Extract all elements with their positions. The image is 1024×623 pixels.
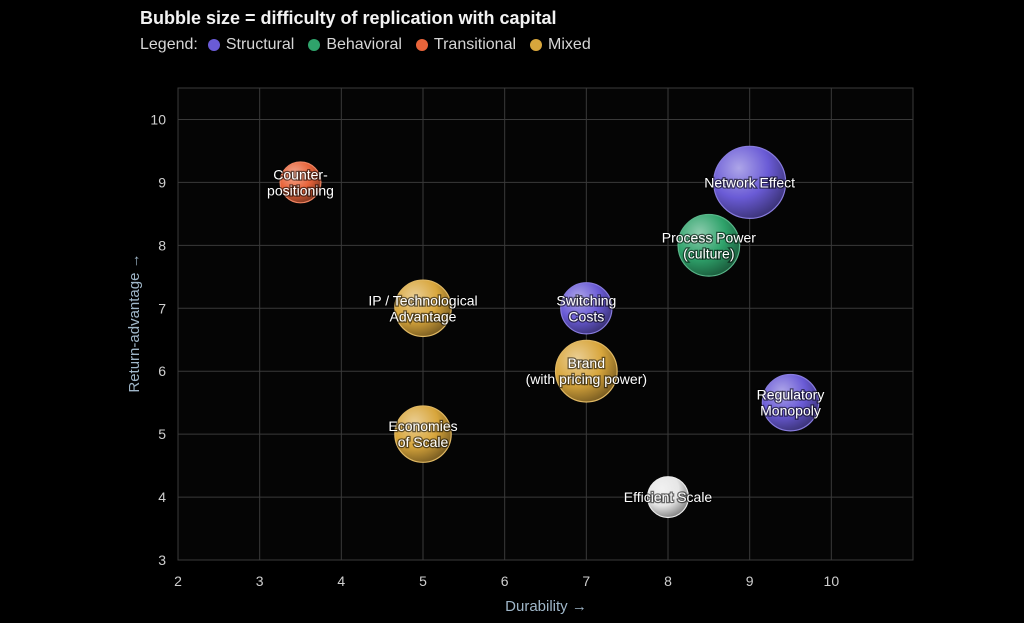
- x-tick-label: 5: [419, 573, 427, 589]
- bubble-brand-with-pricing-power: [554, 339, 618, 403]
- y-tick-label: 4: [158, 489, 166, 505]
- x-tick-label: 8: [664, 573, 672, 589]
- bubble-label-line: of Scale: [398, 434, 449, 450]
- legend-item-label: Behavioral: [326, 36, 402, 53]
- bubble-efficient-scale: [646, 476, 689, 519]
- bubble-label: Economies of Scale: [388, 418, 457, 450]
- bubble-label-line: Switching: [556, 292, 616, 308]
- bubble-label-line: Network Effect: [704, 174, 795, 190]
- bubbles: [279, 145, 820, 519]
- bubble-label: IP / Technological Advantage: [368, 292, 477, 324]
- y-tick-label: 10: [150, 111, 166, 127]
- x-tick-label: 7: [582, 573, 590, 589]
- legend-item-label: Mixed: [548, 36, 591, 53]
- bubble-regulatory-monopoly: [761, 373, 820, 432]
- bubble-label-line: (with pricing power): [526, 371, 647, 387]
- x-tick-label: 4: [337, 573, 345, 589]
- bubble-label: Regulatory Monopoly: [757, 387, 825, 419]
- bubble-label: Efficient Scale: [624, 489, 713, 505]
- bubble-counter-positioning: [279, 161, 322, 204]
- bubble-ip-technological-advantage: [394, 279, 452, 338]
- legend-dot-icon: [308, 39, 321, 51]
- bubble-label-line: positioning: [267, 182, 334, 198]
- bubble-label-line: Process Power: [662, 229, 756, 245]
- legend-dot-icon: [530, 39, 543, 51]
- plot-frame: [177, 87, 914, 561]
- bubble-network-effect: [713, 145, 787, 219]
- x-tick-label: 9: [746, 573, 754, 589]
- bubble-label-line: Brand: [568, 355, 605, 371]
- bubble-economies-of-scale: [394, 405, 452, 463]
- x-axis-title: Durability →: [505, 598, 587, 615]
- legend-item-structural: Structural: [207, 36, 295, 54]
- legend-item-mixed: Mixed: [530, 36, 591, 54]
- x-tick-label: 6: [501, 573, 509, 589]
- bubble-label-line: Advantage: [390, 308, 457, 324]
- y-tick-label: 7: [158, 300, 166, 316]
- y-axis-title: Return-advantage →: [126, 253, 143, 392]
- legend: Legend: Structural Behavioral Transition…: [140, 36, 605, 54]
- y-tick-label: 5: [158, 426, 166, 442]
- x-tick-label: 10: [824, 573, 840, 589]
- legend-dot-icon: [207, 39, 220, 51]
- grid: [177, 88, 913, 561]
- y-tick-label: 9: [158, 174, 166, 190]
- x-tick-label: 2: [174, 573, 182, 589]
- bubble-label: Network Effect: [704, 174, 795, 190]
- legend-label: Legend:: [140, 36, 198, 53]
- bubble-label-line: IP / Technological: [368, 292, 477, 308]
- bubble-label: Process Power (culture): [662, 229, 756, 261]
- y-tick-label: 8: [158, 237, 166, 253]
- legend-dot-icon: [415, 39, 428, 51]
- chart-title: Bubble size = difficulty of replication …: [140, 8, 557, 28]
- y-tick-label: 6: [158, 363, 166, 379]
- bubble-label: Switching Costs: [556, 292, 616, 324]
- bubble-labels: Counter-positioning Network Effect Process…: [266, 165, 826, 506]
- legend-item-label: Transitional: [433, 36, 517, 53]
- bubble-label-line: Efficient Scale: [624, 489, 713, 505]
- bubble-label: Counter-positioning: [267, 166, 334, 198]
- bubble-label-line: Costs: [568, 308, 604, 324]
- bubble-switching-costs: [560, 282, 613, 335]
- plot-area: [177, 87, 914, 561]
- legend-item-transitional: Transitional: [415, 36, 517, 54]
- bubble-label-line: Economies: [388, 418, 457, 434]
- legend-item-label: Structural: [225, 36, 295, 53]
- legend-item-behavioral: Behavioral: [308, 36, 402, 54]
- y-tick-label: 3: [158, 552, 166, 568]
- bubble-label: Brand (with pricing power): [526, 355, 647, 387]
- bubble-label-line: Counter-: [273, 166, 328, 182]
- x-tick-label: 3: [256, 573, 264, 589]
- bubble-label-line: Regulatory: [757, 387, 825, 403]
- bubble-label-line: Monopoly: [760, 403, 821, 419]
- bubble-process-power-culture: [677, 213, 741, 277]
- bubble-label-line: (culture): [683, 245, 734, 261]
